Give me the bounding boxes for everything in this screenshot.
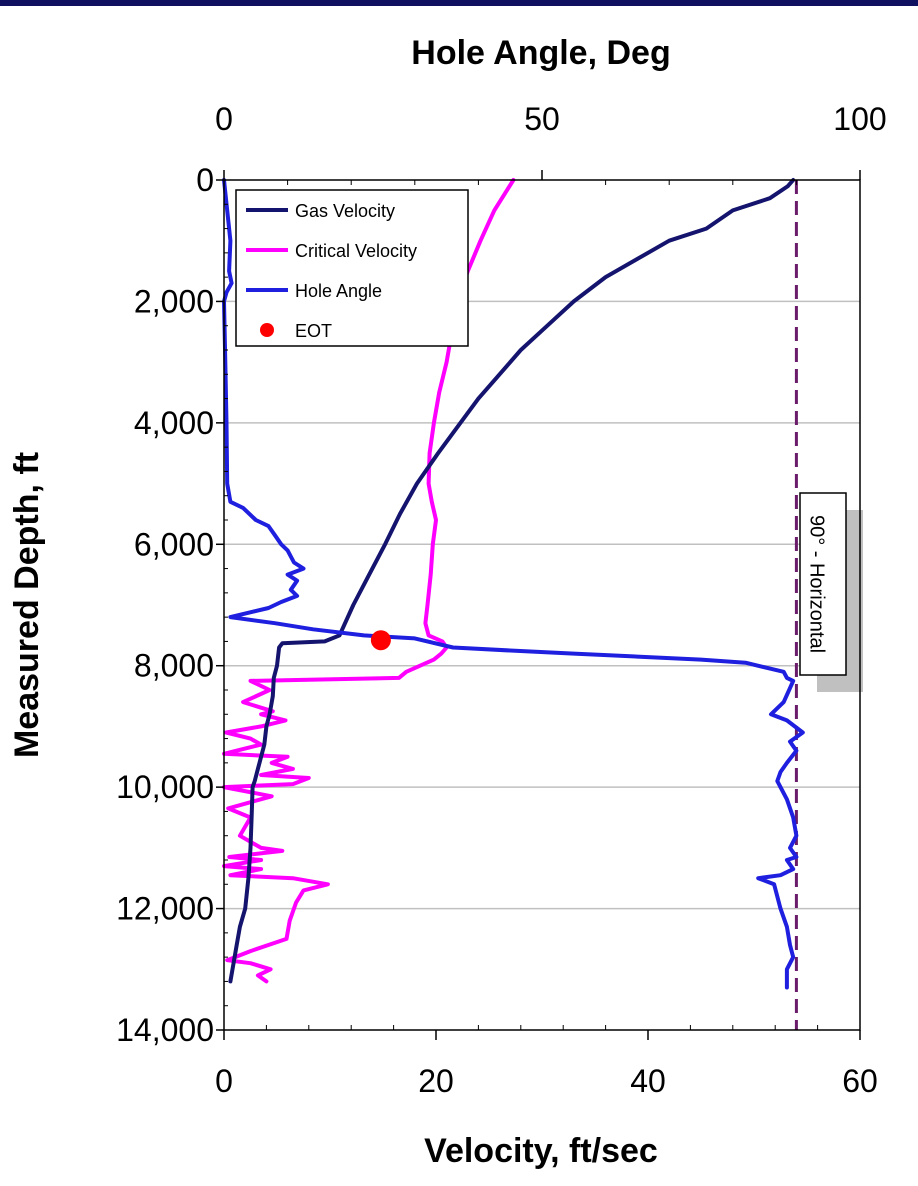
top-axis-title: Hole Angle, Deg	[411, 34, 670, 72]
y-tick-label: 6,000	[134, 526, 214, 562]
series-critical-velocity	[222, 178, 516, 984]
y-tick-label: 10,000	[116, 769, 214, 805]
top-tick-label: 0	[215, 101, 233, 137]
series-gas-velocity	[228, 178, 796, 984]
y-axis-title: Measured Depth, ft	[8, 452, 46, 758]
legend-label-hole-angle: Hole Angle	[295, 281, 382, 301]
top-tick-label: 100	[833, 101, 886, 137]
legend-label-critical-velocity: Critical Velocity	[295, 241, 417, 261]
legend-box	[235, 189, 469, 347]
tick-labels: 02,0004,0006,0008,00010,00012,00014,0000…	[116, 101, 887, 1099]
y-tick-label: 8,000	[134, 648, 214, 684]
bottom-tick-label: 60	[842, 1063, 878, 1099]
y-tick-label: 14,000	[116, 1012, 214, 1048]
ticks	[216, 170, 861, 1040]
legend: Gas Velocity Critical Velocity Hole Angl…	[235, 189, 469, 347]
annotation-label: 90° - Horizontal	[806, 515, 828, 653]
bottom-tick-label: 40	[630, 1063, 666, 1099]
bottom-axis-title: Velocity, ft/sec	[424, 1132, 658, 1170]
top-border	[0, 0, 918, 6]
marker-eot	[370, 630, 391, 651]
legend-label-eot: EOT	[295, 321, 332, 341]
bottom-tick-label: 20	[418, 1063, 454, 1099]
bottom-tick-label: 0	[215, 1063, 233, 1099]
y-tick-label: 4,000	[134, 405, 214, 441]
y-tick-label: 2,000	[134, 283, 214, 319]
y-tick-label: 0	[196, 162, 214, 198]
series-hole-angle	[222, 178, 805, 990]
y-tick-label: 12,000	[116, 891, 214, 927]
top-tick-label: 50	[524, 101, 560, 137]
series-layer	[222, 178, 805, 1030]
annotation-box	[799, 492, 847, 676]
legend-label-gas-velocity: Gas Velocity	[295, 201, 395, 221]
legend-marker-eot	[260, 323, 274, 337]
